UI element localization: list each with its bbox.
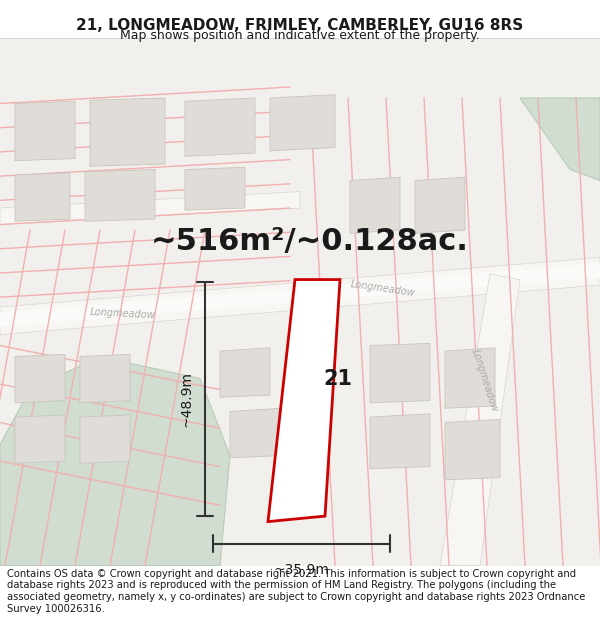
Text: Map shows position and indicative extent of the property.: Map shows position and indicative extent… — [120, 29, 480, 42]
Polygon shape — [520, 98, 600, 181]
Polygon shape — [80, 415, 130, 463]
Polygon shape — [0, 191, 300, 224]
Text: Contains OS data © Crown copyright and database right 2021. This information is : Contains OS data © Crown copyright and d… — [7, 569, 586, 614]
Polygon shape — [15, 415, 65, 463]
Text: ~35.9m: ~35.9m — [274, 563, 329, 578]
Text: Longmeadow: Longmeadow — [350, 279, 416, 298]
Polygon shape — [230, 408, 280, 458]
Text: ~48.9m: ~48.9m — [180, 371, 194, 427]
Polygon shape — [268, 279, 340, 522]
Text: Longmeadow: Longmeadow — [90, 307, 156, 320]
Polygon shape — [15, 101, 75, 161]
Polygon shape — [15, 173, 70, 221]
Polygon shape — [445, 419, 500, 480]
Polygon shape — [15, 354, 65, 402]
Text: ~516m²/~0.128ac.: ~516m²/~0.128ac. — [151, 226, 469, 256]
Text: 21, LONGMEADOW, FRIMLEY, CAMBERLEY, GU16 8RS: 21, LONGMEADOW, FRIMLEY, CAMBERLEY, GU16… — [76, 18, 524, 32]
Text: Longmeadow: Longmeadow — [470, 348, 500, 414]
Polygon shape — [90, 98, 165, 166]
Text: 21: 21 — [323, 369, 353, 389]
Polygon shape — [220, 348, 270, 398]
Polygon shape — [445, 348, 495, 408]
Polygon shape — [370, 343, 430, 402]
Polygon shape — [185, 168, 245, 210]
Polygon shape — [350, 177, 400, 233]
Polygon shape — [440, 274, 520, 566]
Polygon shape — [0, 258, 600, 334]
Polygon shape — [185, 98, 255, 156]
Polygon shape — [370, 414, 430, 469]
Polygon shape — [270, 95, 335, 151]
Polygon shape — [80, 354, 130, 402]
Polygon shape — [0, 263, 600, 327]
Polygon shape — [85, 169, 155, 221]
Polygon shape — [415, 177, 465, 233]
Polygon shape — [0, 357, 230, 566]
